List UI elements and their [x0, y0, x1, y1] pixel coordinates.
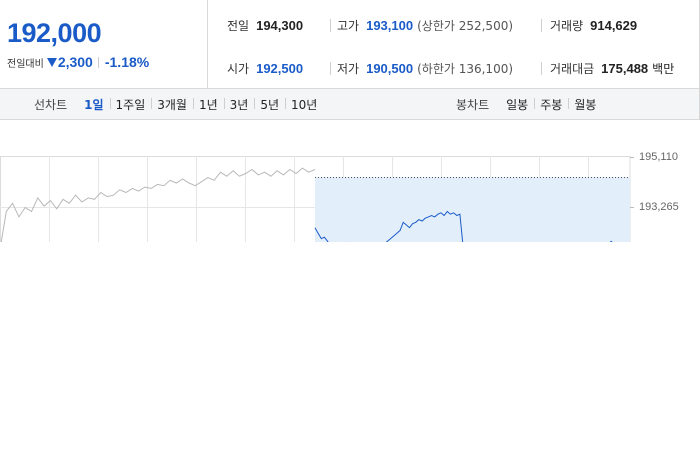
stat-value: 194,300 — [256, 18, 304, 33]
stat-label: 거래량 — [550, 19, 584, 33]
period-1w[interactable]: 1주일 — [109, 96, 152, 113]
stat-value: 190,500 — [366, 61, 414, 76]
stat-low: 저가 190,500 (하한가 136,100) — [337, 60, 513, 77]
down-arrow-icon — [46, 57, 57, 67]
period-10y[interactable]: 10년 — [285, 96, 323, 113]
change-rate: -1.18% — [104, 54, 150, 70]
period-1y[interactable]: 1년 — [192, 96, 224, 113]
price-chart-svg — [0, 156, 634, 242]
stat-high: 고가 193,100 (상한가 252,500) — [337, 17, 513, 34]
stat-volume: 거래량 914,629 — [550, 17, 637, 34]
stat-divider — [330, 19, 331, 32]
period-weekly[interactable]: 주봉 — [534, 96, 568, 113]
period-daily[interactable]: 일봉 — [506, 97, 529, 112]
stock-summary: 192,000 전일대비 2,300 -1.18% 전일 194,300 고가 … — [0, 0, 700, 89]
period-3m[interactable]: 3개월 — [151, 96, 193, 113]
period-1d[interactable]: 1일 — [84, 97, 104, 112]
stat-divider — [330, 62, 331, 75]
period-3y[interactable]: 3년 — [223, 96, 255, 113]
stat-divider — [541, 19, 542, 32]
stat-trade-amount: 거래대금 175,488 백만 — [550, 60, 674, 77]
stat-value: 193,100 — [366, 18, 414, 33]
stat-divider — [541, 62, 542, 75]
stat-label: 고가 — [337, 19, 360, 33]
y-tick-label: 193,265 — [639, 201, 679, 213]
stat-label: 시가 — [227, 62, 250, 76]
candle-chart-title: 봉차트 — [456, 97, 490, 112]
price-chart: 195,110 193,265 — [0, 121, 700, 242]
stat-prev-close: 전일 194,300 — [227, 17, 303, 34]
stat-upper-limit: (상한가 252,500) — [417, 19, 514, 33]
stat-label: 저가 — [337, 62, 360, 76]
y-tick-label: 195,110 — [639, 151, 678, 163]
stat-unit: 백만 — [652, 62, 675, 76]
stat-lower-limit: (하한가 136,100) — [417, 62, 514, 76]
previous-session-line — [0, 167, 316, 242]
change-row: 전일대비 2,300 -1.18% — [7, 54, 149, 70]
change-label: 전일대비 — [7, 58, 44, 70]
line-chart-periods: 선차트 1일 1주일 3개월 1년 3년 5년 10년 — [34, 89, 323, 119]
stat-label: 전일 — [227, 19, 250, 33]
price-block: 192,000 전일대비 2,300 -1.18% — [0, 0, 208, 88]
stat-value: 175,488 — [601, 61, 649, 76]
stat-value: 192,500 — [256, 61, 304, 76]
stat-value: 914,629 — [590, 18, 638, 33]
current-price: 192,000 — [7, 18, 102, 48]
stat-label: 거래대금 — [550, 62, 595, 76]
candle-chart-periods: 봉차트 일봉 주봉 월봉 — [456, 89, 602, 119]
today-range-shade — [315, 177, 630, 242]
period-bar: 선차트 1일 1주일 3개월 1년 3년 5년 10년 봉차트 일봉 주봉 월봉 — [0, 89, 700, 120]
period-5y[interactable]: 5년 — [254, 96, 285, 113]
change-amount: 2,300 — [57, 54, 93, 70]
period-monthly[interactable]: 월봉 — [568, 96, 602, 113]
stat-open: 시가 192,500 — [227, 60, 303, 77]
change-divider — [97, 56, 99, 68]
line-chart-title: 선차트 — [34, 97, 68, 112]
